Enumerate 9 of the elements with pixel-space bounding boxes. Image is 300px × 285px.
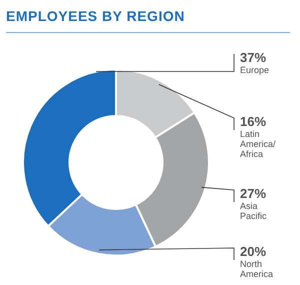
slice-label: Europe bbox=[240, 65, 270, 75]
slice-label: Latin America/ Africa bbox=[240, 129, 276, 159]
data-label: 27% bbox=[240, 186, 266, 201]
slice-label: North America bbox=[240, 259, 274, 279]
data-label: 20% bbox=[240, 244, 266, 259]
data-label: 16% bbox=[240, 114, 266, 129]
data-label: 37% bbox=[240, 50, 266, 65]
slice-label: Asia Pacific bbox=[240, 201, 268, 221]
chart-title: EMPLOYEES BY REGION bbox=[6, 8, 185, 24]
